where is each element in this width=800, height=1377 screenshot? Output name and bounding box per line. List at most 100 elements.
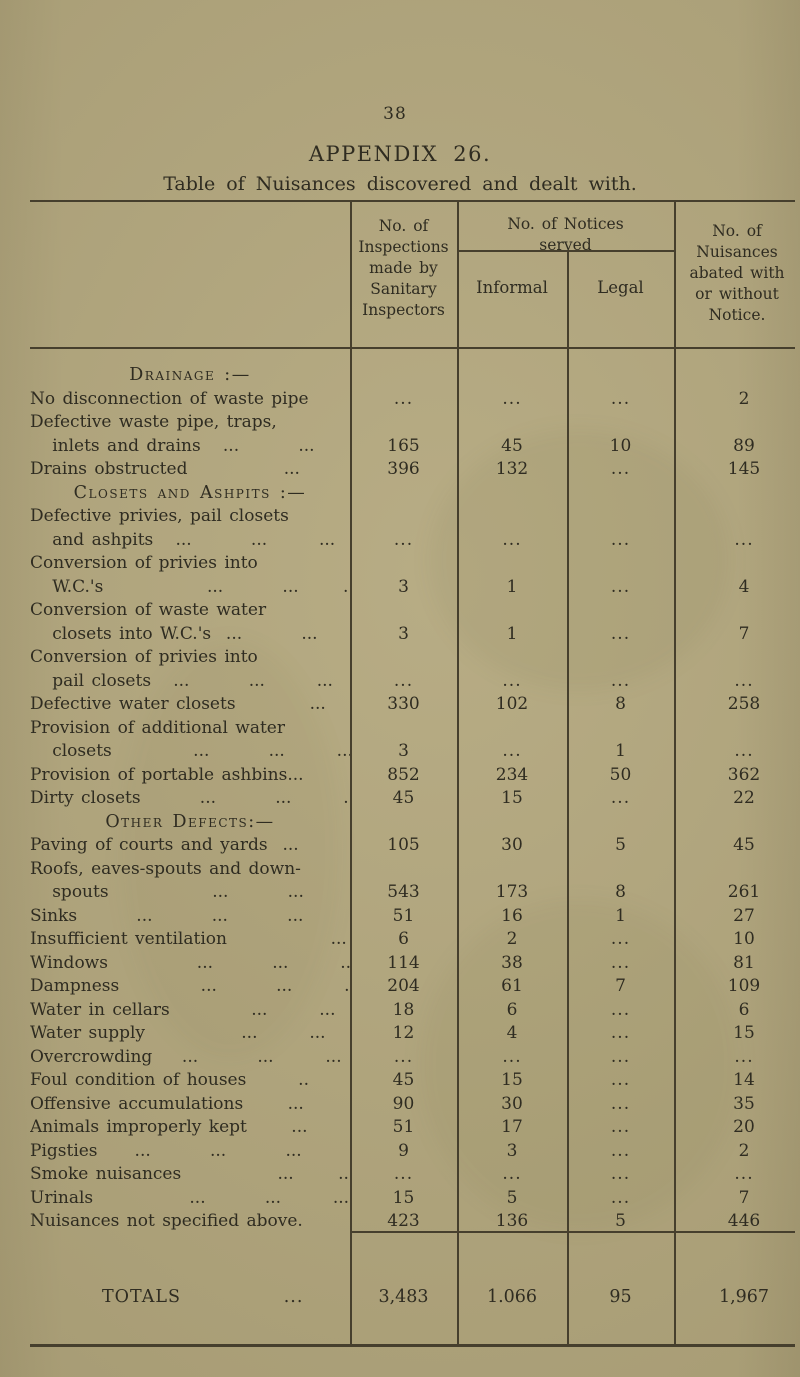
table-top-rule bbox=[30, 200, 795, 202]
row-label-line: Conversion of waste water bbox=[30, 600, 267, 620]
row-label: Foul condition of houses .. bbox=[30, 1069, 350, 1093]
cell-abated: 20 bbox=[733, 1117, 755, 1137]
cell-abated: ... bbox=[734, 741, 754, 761]
totals-inspections: 3,483 bbox=[378, 1287, 429, 1307]
cell-inspections: 51 bbox=[392, 1117, 415, 1137]
row-label: Conversion of privies into pail closets … bbox=[30, 646, 350, 693]
cell-legal: ... bbox=[610, 999, 631, 1020]
cell-informal: 61 bbox=[501, 976, 523, 996]
row-label: Sinks ... ... ... ... bbox=[30, 905, 350, 929]
row-label-line: Smoke nuisances ... ... bbox=[30, 1164, 350, 1184]
cell-informal: 234 bbox=[495, 764, 529, 785]
cell-inspections: 114 bbox=[387, 952, 420, 973]
table-row: Conversion of waste water closets into W… bbox=[30, 599, 800, 646]
row-label: Offensive accumulations ... bbox=[30, 1093, 350, 1117]
cell-informal: 2 bbox=[506, 929, 518, 949]
cell-legal: 1 bbox=[615, 905, 626, 926]
cell-informal: 1 bbox=[506, 576, 518, 597]
cell-legal: ... bbox=[610, 1140, 631, 1161]
row-label: Overcrowding ... ... ... bbox=[30, 1046, 350, 1070]
cell-abated: 22 bbox=[733, 788, 755, 808]
cell-abated: 10 bbox=[733, 929, 755, 949]
row-label-line: Provision of additional water bbox=[30, 717, 285, 738]
table-section-row: Drainage :— bbox=[30, 364, 800, 388]
row-label-line: Water in cellars ... ... bbox=[30, 999, 336, 1020]
row-label: Provision of portable ashbins... bbox=[30, 764, 350, 788]
cell-legal: 7 bbox=[615, 976, 626, 996]
cell-legal: 50 bbox=[609, 764, 632, 785]
cell-abated: ... bbox=[734, 670, 754, 691]
row-label-line: Pigsties ... ... ... ... bbox=[30, 1140, 350, 1161]
cell-legal: 8 bbox=[615, 882, 626, 902]
table-row: Offensive accumulations ... 90 30... 35 bbox=[30, 1093, 800, 1117]
cell-abated: 7 bbox=[738, 1187, 750, 1208]
cell-informal: ... bbox=[502, 670, 522, 691]
cell-legal: ... bbox=[610, 1117, 631, 1137]
table-row: Insufficient ventilation ... 6 2... 10 bbox=[30, 928, 800, 952]
row-label-line: inlets and drains ... ... bbox=[30, 435, 315, 456]
cell-inspections: 852 bbox=[387, 764, 420, 785]
cell-abated: 14 bbox=[733, 1070, 755, 1090]
table-bottom-rule bbox=[30, 1344, 795, 1347]
cell-abated: 27 bbox=[733, 905, 755, 926]
cell-legal: ... bbox=[610, 1187, 631, 1208]
row-label-line: Sinks ... ... ... ... bbox=[30, 905, 350, 926]
cell-legal: ... bbox=[610, 670, 631, 691]
cell-informal: 30 bbox=[501, 1093, 523, 1114]
row-label: Dampness ... ... ... bbox=[30, 975, 350, 999]
row-label-line: Foul condition of houses .. bbox=[30, 1070, 309, 1090]
row-label-line: Water supply ... ... bbox=[30, 1023, 326, 1043]
cell-abated: 15 bbox=[733, 1023, 755, 1043]
totals-label: TOTALS ... ... bbox=[102, 1287, 304, 1307]
cell-inspections: 3 bbox=[398, 741, 409, 761]
cell-legal: ... bbox=[610, 1023, 631, 1043]
cell-legal: 5 bbox=[615, 1211, 626, 1231]
table-row: Urinals ... ... ... 15 5... 7 bbox=[30, 1187, 800, 1211]
header-line: Nuisances bbox=[696, 243, 778, 261]
row-label: Insufficient ventilation ... bbox=[30, 928, 350, 952]
cell-legal: ... bbox=[610, 576, 631, 597]
table-row: Water supply ... ... 12 4... 15 bbox=[30, 1022, 800, 1046]
row-label: Nuisances not specified above. bbox=[30, 1210, 350, 1234]
section-label: Drainage :— bbox=[129, 365, 251, 385]
cell-abated: 145 bbox=[727, 459, 761, 479]
cell-inspections: 45 bbox=[392, 1070, 415, 1090]
cell-abated: 7 bbox=[738, 623, 750, 644]
row-label-line: Urinals ... ... ... bbox=[30, 1187, 350, 1208]
row-label: Paving of courts and yards ... bbox=[30, 834, 350, 858]
cell-legal: 1 bbox=[615, 741, 626, 761]
table-row: Defective privies, pail closets and ashp… bbox=[30, 505, 800, 552]
row-label-line: Defective privies, pail closets bbox=[30, 506, 289, 526]
row-label: Conversion of privies into W.C.'s ... ..… bbox=[30, 552, 350, 599]
section-label: Other Defects:— bbox=[105, 811, 275, 832]
row-label-line: No disconnection of waste pipe bbox=[30, 388, 309, 409]
cell-legal: ... bbox=[610, 1164, 631, 1184]
totals-row: TOTALS ... ... 3,483 1.066 95 1,967 bbox=[30, 1284, 800, 1310]
table-row: Provision of portable ashbins... 852 234 50… bbox=[30, 764, 800, 788]
table-row: Nuisances not specified above. 423 136 5 446 bbox=[30, 1210, 800, 1234]
totals-legal: 95 bbox=[609, 1287, 632, 1307]
cell-informal: 132 bbox=[495, 459, 529, 479]
column-divider bbox=[350, 200, 352, 1346]
row-label: No disconnection of waste pipe bbox=[30, 388, 350, 412]
cell-legal: ... bbox=[610, 929, 631, 949]
cell-inspections: 45 bbox=[392, 788, 415, 808]
column-header-abated: No. of Nuisances abated with or without … bbox=[676, 221, 798, 326]
row-label-line: Drains obstructed ... ... bbox=[30, 459, 350, 479]
header-line: No. of bbox=[712, 222, 762, 240]
row-label: Drains obstructed ... ... bbox=[30, 458, 350, 482]
cell-inspections: 423 bbox=[387, 1211, 420, 1231]
table-row: Drains obstructed ... ... 396 132... 145 bbox=[30, 458, 800, 482]
table-row: Defective water closets ... 330 102 8 258 bbox=[30, 693, 800, 717]
row-label: Defective water closets ... bbox=[30, 693, 350, 717]
cell-abated: ... bbox=[734, 1164, 754, 1184]
cell-legal: ... bbox=[610, 952, 631, 973]
row-label-line: Dirty closets ... ... ... bbox=[30, 788, 350, 808]
cell-inspections: 90 bbox=[392, 1093, 415, 1114]
row-label: Dirty closets ... ... ... bbox=[30, 787, 350, 811]
cell-inspections: 18 bbox=[392, 999, 415, 1020]
table-row: Roofs, eaves-spouts and down- spouts ...… bbox=[30, 858, 800, 905]
cell-abated: ... bbox=[734, 529, 754, 550]
column-header-inspections: No. of Inspections made by Sanitary Insp… bbox=[352, 216, 455, 321]
